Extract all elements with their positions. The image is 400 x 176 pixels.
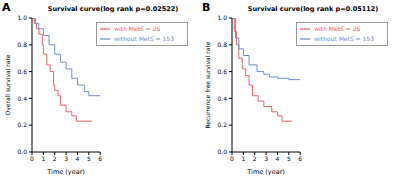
svg-text:1: 1 (41, 155, 45, 162)
html-text:Survival curve(log rank p=0.02: Survival curve(log rank p=0.02522) (47, 5, 179, 13)
svg-text:2: 2 (53, 155, 57, 162)
svg-text:3: 3 (264, 155, 268, 162)
svg-text:3: 3 (64, 155, 68, 162)
svg-text:0.0: 0.0 (17, 148, 27, 155)
svg-text:Overall survival rate: Overall survival rate (8, 54, 11, 115)
html-text:B: B (202, 1, 211, 14)
svg-text:Time (year): Time (year) (246, 168, 285, 176)
svg-text:0.8: 0.8 (217, 41, 227, 48)
svg-text:0: 0 (30, 155, 34, 162)
svg-text:4: 4 (276, 155, 280, 162)
html-text:with MetS = 26: with MetS = 26 (114, 24, 161, 32)
svg-text:Time (year): Time (year) (46, 168, 85, 176)
html-text:Survival curve(log rank p=0.05: Survival curve(log rank p=0.05112) (247, 5, 379, 13)
html-text:without MetS = 153: without MetS = 153 (114, 34, 174, 42)
svg-text:0.2: 0.2 (217, 121, 227, 128)
svg-text:5: 5 (287, 155, 291, 162)
svg-text:2: 2 (253, 155, 257, 162)
svg-text:6: 6 (98, 155, 102, 162)
svg-text:0.0: 0.0 (217, 148, 227, 155)
svg-text:1.0: 1.0 (17, 14, 27, 21)
svg-text:1.0: 1.0 (217, 14, 227, 21)
svg-text:0.2: 0.2 (17, 121, 27, 128)
html-text:without MetS = 153: without MetS = 153 (314, 34, 374, 42)
html-text:with MetS = 26: with MetS = 26 (314, 24, 361, 32)
svg-text:Recurrence free survival rate: Recurrence free survival rate (204, 41, 211, 128)
svg-text:0: 0 (230, 155, 234, 162)
svg-text:5: 5 (87, 155, 91, 162)
svg-text:0.6: 0.6 (17, 68, 27, 75)
svg-text:4: 4 (76, 155, 80, 162)
html-text:A: A (2, 1, 11, 14)
svg-text:0.6: 0.6 (217, 68, 227, 75)
svg-text:0.4: 0.4 (17, 95, 27, 102)
svg-text:0.4: 0.4 (217, 95, 227, 102)
svg-text:6: 6 (298, 155, 302, 162)
svg-text:0.8: 0.8 (17, 41, 27, 48)
svg-text:1: 1 (241, 155, 245, 162)
